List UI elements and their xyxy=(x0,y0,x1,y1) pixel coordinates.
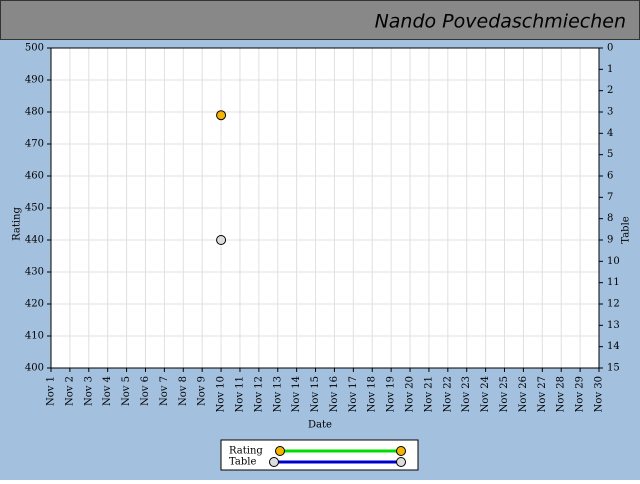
x-tick-label: Nov 19 xyxy=(386,376,397,412)
legend-label: Table xyxy=(229,457,256,468)
x-tick-label: Nov 6 xyxy=(140,376,151,406)
x-tick-label: Nov 12 xyxy=(253,376,264,412)
y-tick-label: 410 xyxy=(25,331,44,342)
y2-axis-label: Table xyxy=(621,216,632,243)
x-tick-label: Nov 11 xyxy=(234,376,245,412)
x-tick-label: Nov 3 xyxy=(83,376,94,406)
x-tick-label: Nov 25 xyxy=(499,376,510,412)
y-tick-label: 490 xyxy=(25,75,44,86)
y2-tick-label: 11 xyxy=(607,277,620,288)
x-tick-label: Nov 24 xyxy=(480,376,491,412)
x-tick-label: Nov 28 xyxy=(556,376,567,412)
x-tick-label: Nov 14 xyxy=(291,376,302,412)
y2-tick-label: 0 xyxy=(607,43,613,54)
legend xyxy=(220,439,419,471)
x-tick-label: Nov 20 xyxy=(405,376,416,412)
y2-tick-label: 7 xyxy=(607,192,613,203)
y2-tick-label: 1 xyxy=(607,64,613,75)
x-tick-label: Nov 29 xyxy=(575,376,586,412)
y-tick-label: 440 xyxy=(25,235,44,246)
legend-marker xyxy=(269,457,279,467)
y2-tick-label: 9 xyxy=(607,235,613,246)
legend-marker xyxy=(275,446,285,456)
x-axis-label: Date xyxy=(308,420,332,431)
x-tick-label: Nov 16 xyxy=(329,376,340,412)
y-tick-label: 430 xyxy=(25,267,44,278)
plot-border xyxy=(50,47,600,369)
x-tick-label: Nov 8 xyxy=(178,376,189,406)
x-tick-label: Nov 5 xyxy=(121,376,132,406)
legend-marker xyxy=(396,446,406,456)
legend-marker xyxy=(396,457,406,467)
x-tick-label: Nov 23 xyxy=(461,376,472,412)
y-tick-label: 500 xyxy=(25,43,44,54)
y2-tick-label: 3 xyxy=(607,107,613,118)
y2-tick-label: 4 xyxy=(607,128,613,139)
y2-tick-label: 6 xyxy=(607,171,613,182)
x-tick-label: Nov 26 xyxy=(518,376,529,412)
x-tick-label: Nov 13 xyxy=(272,376,283,412)
y-tick-label: 450 xyxy=(25,203,44,214)
x-tick-label: Nov 2 xyxy=(64,376,75,406)
header xyxy=(0,0,640,40)
x-tick-label: Nov 4 xyxy=(102,376,113,406)
y-tick-label: 480 xyxy=(25,107,44,118)
y-axis-label: Rating xyxy=(12,207,23,241)
data-point xyxy=(216,235,227,245)
y2-tick-label: 12 xyxy=(607,299,620,310)
x-tick-label: Nov 21 xyxy=(423,376,434,412)
y2-tick-label: 10 xyxy=(607,256,620,267)
y-tick-label: 420 xyxy=(25,299,44,310)
data-point xyxy=(216,110,227,121)
y2-tick-label: 13 xyxy=(607,320,620,331)
x-tick-label: Nov 17 xyxy=(348,376,359,412)
y-tick-label: 470 xyxy=(25,139,44,150)
x-tick-label: Nov 1 xyxy=(46,376,57,406)
chart-title: Nando Povedaschmiechen xyxy=(375,11,626,33)
x-tick-label: Nov 10 xyxy=(216,376,227,412)
x-tick-label: Nov 22 xyxy=(442,376,453,412)
y-tick-label: 400 xyxy=(25,363,44,374)
x-tick-label: Nov 18 xyxy=(367,376,378,412)
y2-tick-label: 8 xyxy=(607,213,613,224)
y2-tick-label: 2 xyxy=(607,85,613,96)
x-tick-label: Nov 30 xyxy=(594,376,605,412)
y2-tick-label: 15 xyxy=(607,363,620,374)
y-tick-label: 460 xyxy=(25,171,44,182)
y2-tick-label: 5 xyxy=(607,149,613,160)
x-tick-label: Nov 15 xyxy=(310,376,321,412)
y2-tick-label: 14 xyxy=(607,341,620,352)
x-tick-label: Nov 27 xyxy=(537,376,548,412)
x-tick-label: Nov 7 xyxy=(159,376,170,406)
x-tick-label: Nov 9 xyxy=(197,376,208,406)
legend-label: Rating xyxy=(229,446,263,457)
